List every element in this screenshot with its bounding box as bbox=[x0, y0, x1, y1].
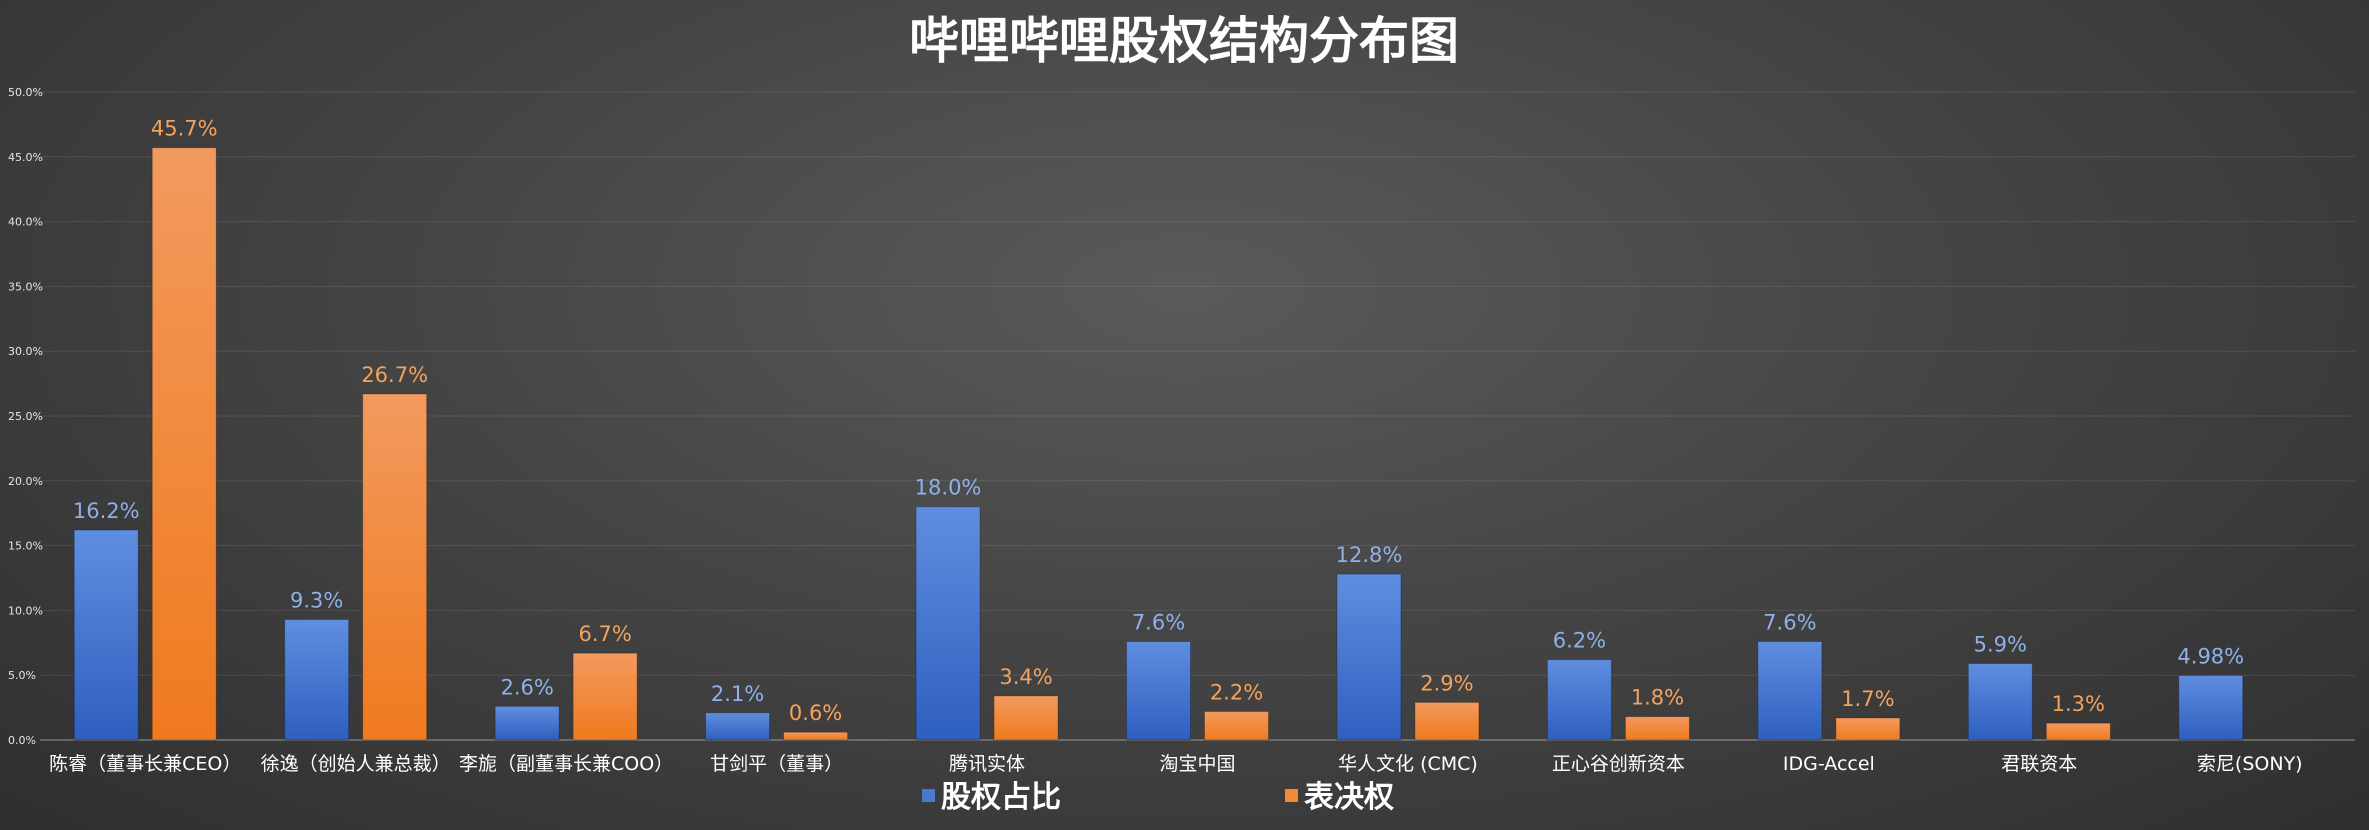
x-category-label: 李旎（副董事长兼COO） bbox=[459, 753, 673, 775]
data-label-voting: 26.7% bbox=[361, 363, 428, 387]
bar-equity bbox=[1126, 641, 1191, 741]
data-label-voting: 3.4% bbox=[999, 665, 1052, 689]
x-category-label: 腾讯实体 bbox=[949, 753, 1025, 775]
legend-label-equity: 股权占比 bbox=[941, 780, 1061, 815]
bar-voting bbox=[362, 393, 428, 741]
data-label-voting: 6.7% bbox=[578, 622, 631, 646]
data-label-voting: 1.3% bbox=[2052, 692, 2105, 716]
data-label-equity: 7.6% bbox=[1132, 611, 1185, 635]
data-label-equity: 9.3% bbox=[290, 588, 343, 612]
y-tick-label: 15.0% bbox=[8, 540, 43, 553]
y-tick-label: 10.0% bbox=[8, 604, 43, 617]
legend: 股权占比 表决权 bbox=[922, 780, 1394, 815]
bar-equity bbox=[284, 618, 350, 741]
y-tick-label: 5.0% bbox=[8, 669, 36, 682]
x-category-label: 索尼(SONY) bbox=[2197, 753, 2303, 775]
y-tick-label: 20.0% bbox=[8, 475, 43, 488]
bar-equity bbox=[73, 529, 139, 741]
y-tick-label: 25.0% bbox=[8, 410, 43, 423]
data-label-voting: 1.7% bbox=[1841, 687, 1894, 711]
y-tick-label: 50.0% bbox=[8, 86, 43, 99]
bar-equity bbox=[1336, 573, 1402, 741]
legend-label-voting: 表决权 bbox=[1304, 780, 1394, 815]
x-axis: 陈睿（董事长兼CEO） 徐逸（创始人兼总裁） 李旎（副董事长兼COO） 甘剑平（董事）… bbox=[49, 753, 2302, 775]
data-label-voting: 45.7% bbox=[151, 117, 218, 141]
y-axis: 0.0% 5.0% 10.0% 15.0% 20.0% 25.0% 30.0% 35.0% 40… bbox=[8, 86, 43, 747]
bar-voting bbox=[1414, 701, 1480, 741]
data-label-equity: 5.9% bbox=[1974, 633, 2027, 657]
x-category-label: 君联资本 bbox=[2001, 753, 2077, 775]
bar-equity bbox=[1757, 641, 1823, 741]
y-tick-label: 45.0% bbox=[8, 151, 43, 164]
bar-voting bbox=[1204, 710, 1269, 741]
bar-voting bbox=[993, 695, 1059, 741]
bar-voting bbox=[1835, 717, 1901, 741]
x-category-label: IDG-Accel bbox=[1783, 753, 1875, 775]
bar-voting bbox=[151, 147, 217, 741]
data-label-voting: 1.8% bbox=[1631, 686, 1684, 710]
data-label-equity: 12.8% bbox=[1336, 543, 1403, 567]
data-label-equity: 7.6% bbox=[1763, 611, 1816, 635]
x-category-label: 徐逸（创始人兼总裁） bbox=[261, 753, 451, 775]
y-tick-label: 0.0% bbox=[8, 734, 36, 747]
data-label-equity: 2.1% bbox=[711, 682, 764, 706]
bar-voting bbox=[572, 652, 638, 741]
chart-title: 哔哩哔哩股权结构分布图 bbox=[909, 12, 1459, 70]
y-tick-label: 30.0% bbox=[8, 345, 43, 358]
bar-equity bbox=[1967, 663, 2033, 741]
legend-swatch-equity bbox=[922, 789, 935, 802]
bar-equity bbox=[494, 705, 560, 741]
data-label-equity: 2.6% bbox=[500, 675, 553, 699]
data-label-equity: 16.2% bbox=[73, 499, 140, 523]
x-category-label: 华人文化 (CMC) bbox=[1338, 753, 1478, 775]
data-label-voting: 2.2% bbox=[1210, 680, 1263, 704]
data-label-equity: 18.0% bbox=[915, 476, 982, 500]
bars: 16.2% 45.7% 9.3% 26.7% 2.6% 6.7% 2.1% 0.6% 18.0%… bbox=[73, 117, 2244, 741]
bar-equity bbox=[2178, 674, 2244, 741]
x-category-label: 淘宝中国 bbox=[1159, 753, 1235, 775]
x-category-label: 陈睿（董事长兼CEO） bbox=[49, 753, 241, 775]
bar-voting bbox=[2045, 722, 2111, 741]
data-label-equity: 4.98% bbox=[2177, 644, 2244, 668]
data-label-voting: 2.9% bbox=[1420, 671, 1473, 695]
legend-swatch-voting bbox=[1285, 789, 1298, 802]
x-category-label: 正心谷创新资本 bbox=[1552, 753, 1685, 775]
bar-equity bbox=[1546, 659, 1612, 741]
bar-equity bbox=[915, 506, 981, 741]
y-tick-label: 35.0% bbox=[8, 280, 43, 293]
y-tick-label: 40.0% bbox=[8, 216, 43, 229]
bar-voting bbox=[783, 731, 849, 741]
x-category-label: 甘剑平（董事） bbox=[710, 753, 843, 775]
bar-equity bbox=[705, 712, 771, 741]
bar-voting bbox=[1624, 716, 1690, 741]
data-label-voting: 0.6% bbox=[789, 701, 842, 725]
data-label-equity: 6.2% bbox=[1553, 629, 1606, 653]
